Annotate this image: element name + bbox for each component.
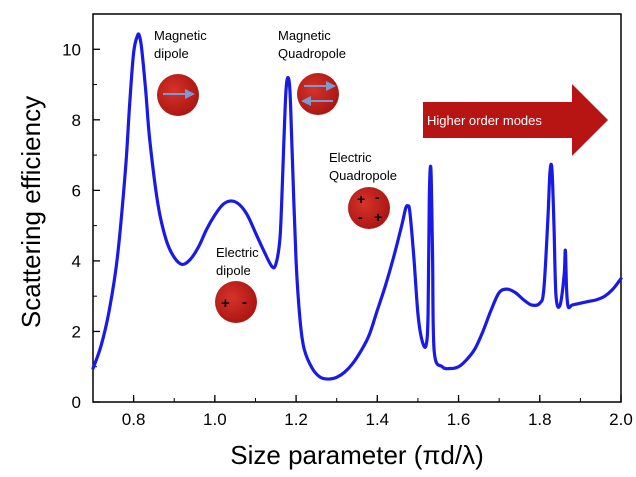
magnetic-quadrupole-annotation: Magnetic Quadropole — [278, 28, 346, 115]
magnetic-dipole-label-line2: dipole — [154, 46, 189, 61]
electric-dipole-charge-icon: + — [221, 295, 230, 312]
higher-order-arrow-icon — [423, 84, 608, 156]
magnetic-dipole-label-line1: Magnetic — [154, 28, 207, 43]
electric-quadrupole-annotation: Electric Quadropole + - - + — [329, 150, 397, 229]
axis-ticks — [92, 13, 622, 403]
y-tick-label: 0 — [72, 393, 81, 412]
x-tick-label: 1.4 — [365, 410, 389, 429]
y-axis-label: Scattering efficiency — [16, 96, 46, 328]
y-tick-label: 10 — [62, 40, 81, 59]
magnetic-quadrupole-label-line2: Quadropole — [278, 46, 346, 61]
electric-dipole-charge-icon: - — [242, 294, 247, 311]
electric-quadrupole-label-line2: Quadropole — [329, 168, 397, 183]
x-tick-label: 1.0 — [203, 410, 227, 429]
electric-quadrupole-charge-icon: + — [357, 191, 365, 207]
magnetic-dipole-annotation: Magnetic dipole — [154, 28, 207, 116]
y-tick-label: 4 — [72, 252, 81, 271]
x-axis-label: Size parameter (πd/λ) — [230, 440, 483, 470]
electric-dipole-annotation: Electric dipole + - — [215, 245, 259, 323]
axis-tick-labels: 0.8 1.0 1.2 1.4 1.6 1.8 2.0 0 2 4 6 8 10 — [62, 40, 633, 429]
electric-quadrupole-charge-icon: - — [358, 209, 363, 225]
x-tick-label: 1.8 — [528, 410, 552, 429]
electric-dipole-label-line1: Electric — [216, 245, 259, 260]
x-tick-label: 1.6 — [447, 410, 471, 429]
electric-quadrupole-charge-icon: + — [374, 209, 382, 225]
electric-quadrupole-sphere-icon — [348, 187, 390, 229]
y-tick-label: 6 — [72, 181, 81, 200]
y-tick-label: 2 — [72, 322, 81, 341]
electric-dipole-sphere-icon — [215, 281, 257, 323]
y-tick-label: 8 — [72, 111, 81, 130]
x-tick-label: 1.2 — [284, 410, 308, 429]
higher-order-modes-annotation: Higher order modes — [423, 84, 608, 156]
scattering-efficiency-line — [91, 32, 623, 381]
higher-order-modes-label: Higher order modes — [427, 113, 542, 128]
electric-quadrupole-label-line1: Electric — [329, 150, 372, 165]
electric-dipole-label-line2: dipole — [216, 263, 251, 278]
magnetic-quadrupole-label-line1: Magnetic — [278, 28, 331, 43]
x-tick-label: 0.8 — [122, 410, 146, 429]
magnetic-quadrupole-sphere-icon — [297, 73, 339, 115]
electric-quadrupole-charge-icon: - — [375, 189, 380, 205]
plot-frame — [92, 13, 622, 403]
x-tick-label: 2.0 — [609, 410, 633, 429]
